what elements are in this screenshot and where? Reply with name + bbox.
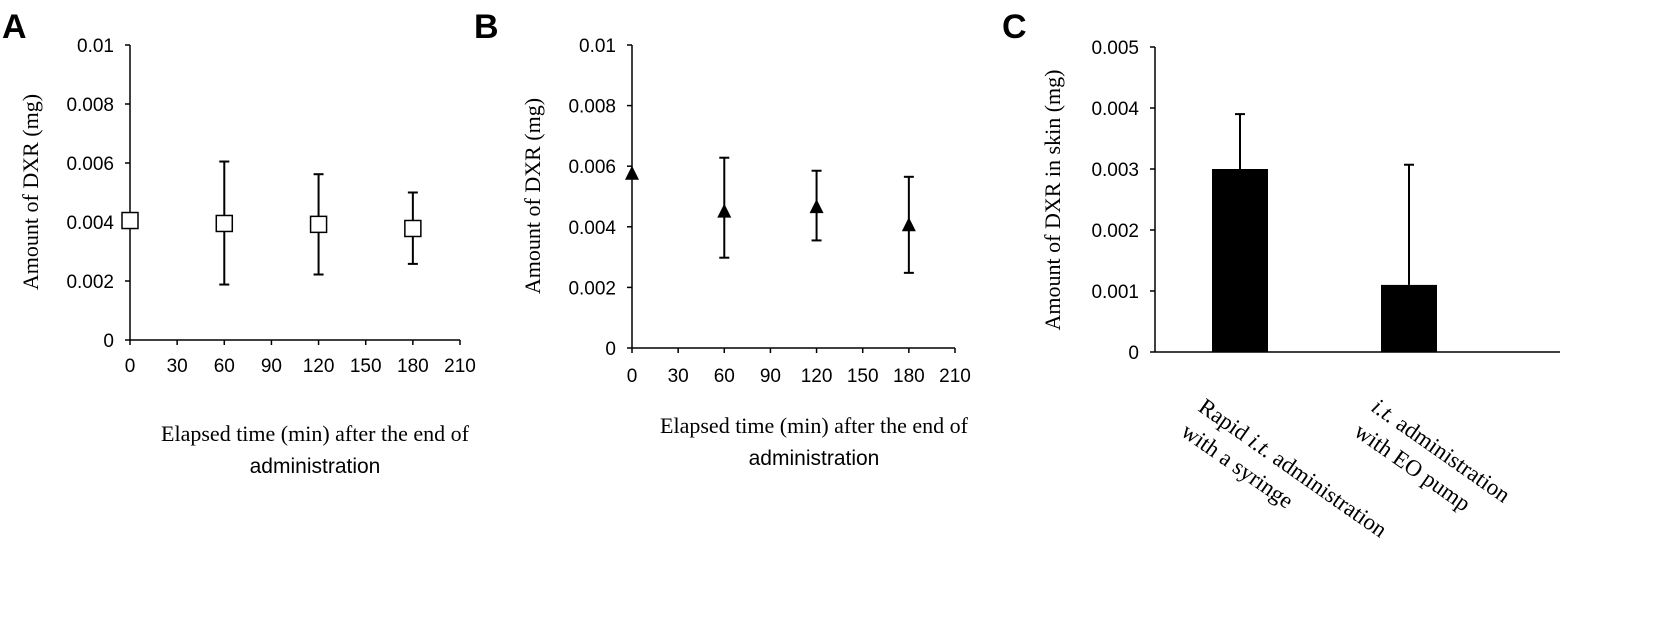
data-point-square — [215, 214, 234, 233]
y-tick-label: 0.006 — [66, 154, 114, 175]
panel-label: A — [2, 8, 27, 46]
data-point-triangle — [625, 165, 639, 180]
y-tick-label: 0 — [605, 339, 616, 360]
data-point-square — [309, 215, 328, 234]
x-tick-label: 210 — [939, 366, 971, 387]
x-tick-label: 210 — [444, 356, 476, 377]
y-tick-label: 0.003 — [1091, 160, 1139, 181]
data-point-triangle — [717, 203, 732, 218]
y-tick-label: 0.008 — [568, 97, 616, 118]
data-point-triangle — [901, 217, 916, 232]
x-tick-label: 150 — [350, 356, 382, 377]
y-tick-label: 0.005 — [1091, 38, 1139, 59]
bar — [1381, 284, 1437, 352]
x-tick-label: 90 — [760, 366, 781, 387]
x-axis-label-line: administration — [250, 455, 381, 478]
x-tick-label: 120 — [801, 366, 833, 387]
x-tick-label: 180 — [893, 366, 925, 387]
y-tick-label: 0.002 — [1091, 221, 1139, 242]
y-tick-label: 0.001 — [1091, 282, 1139, 303]
x-tick-label: 60 — [714, 366, 735, 387]
panel-label: C — [1002, 8, 1027, 46]
x-tick-label: 60 — [214, 356, 235, 377]
y-axis-label: Amount of DXR (mg) — [520, 98, 545, 294]
data-point-square — [121, 211, 139, 230]
y-axis-label: Amount of DXR in skin (mg) — [1040, 70, 1065, 331]
x-tick-label: 0 — [627, 366, 638, 387]
x-tick-label: 120 — [303, 356, 335, 377]
y-tick-label: 0.006 — [568, 157, 616, 178]
y-tick-label: 0.004 — [1091, 99, 1139, 120]
x-axis-label-line: Elapsed time (min) after the end of — [161, 421, 470, 446]
y-tick-label: 0.004 — [568, 218, 616, 239]
x-tick-label: 30 — [668, 366, 689, 387]
y-tick-label: 0.002 — [66, 272, 114, 293]
x-axis-label-line: administration — [749, 447, 880, 470]
y-tick-label: 0 — [103, 331, 114, 352]
x-tick-label: 0 — [125, 356, 136, 377]
panel-label: B — [474, 8, 499, 46]
data-point-square — [404, 219, 422, 238]
y-tick-label: 0.002 — [568, 278, 616, 299]
y-tick-label: 0.008 — [66, 95, 114, 116]
x-tick-label: 90 — [261, 356, 282, 377]
x-axis-label-line: Elapsed time (min) after the end of — [660, 413, 969, 438]
y-tick-label: 0.004 — [66, 213, 114, 234]
y-axis-label: Amount of DXR (mg) — [18, 94, 43, 290]
bar — [1212, 169, 1268, 352]
y-tick-label: 0.01 — [579, 36, 616, 57]
x-tick-label: 180 — [397, 356, 429, 377]
data-point-triangle — [809, 199, 824, 214]
x-tick-label: 150 — [847, 366, 879, 387]
y-tick-label: 0 — [1128, 343, 1139, 364]
x-tick-label: 30 — [167, 356, 188, 377]
y-tick-label: 0.01 — [77, 36, 114, 57]
